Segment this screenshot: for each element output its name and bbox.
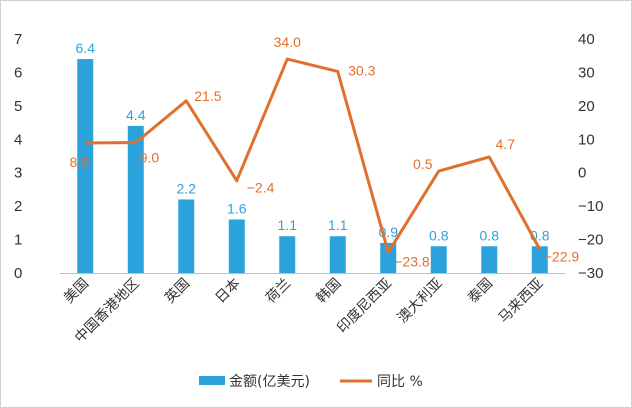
left-tick-label: 1 [14, 232, 22, 249]
right-tick-label: 20 [578, 98, 595, 115]
left-axis: 0 1 2 3 4 5 6 7 [14, 31, 22, 282]
category-label: 印度尼西亚 [334, 276, 395, 337]
bar-value-label: 1.1 [328, 217, 348, 233]
left-tick-label: 7 [14, 31, 22, 48]
line-series [85, 57, 542, 254]
legend-bar-label: 金额(亿美元) [229, 374, 310, 390]
bar-data-labels: 6.44.42.21.61.1 1.1 0.9 0.8 0.8 0.8 [76, 40, 550, 243]
bar [127, 125, 144, 274]
category-label: 马来西亚 [496, 276, 547, 327]
category-label: 英国 [161, 275, 193, 307]
legend-bar-swatch [199, 376, 225, 385]
bar [329, 236, 346, 273]
bar [380, 242, 397, 273]
line-value-label: 34.0 [274, 34, 301, 50]
right-tick-label: 30 [578, 64, 595, 81]
line-data-labels: 8.9 9.0 21.5 −2.4 34.0 30.3 −23.8 0.5 4.7 −22.9 [70, 34, 580, 269]
category-label: 泰国 [465, 276, 496, 307]
left-tick-label: 4 [14, 131, 22, 148]
line-value-label: 4.7 [496, 136, 516, 152]
right-tick-label: −30 [578, 265, 603, 282]
right-axis: 40 30 20 10 0 −10 −20 −30 [578, 31, 603, 282]
line-value-label: −22.9 [544, 248, 580, 264]
bar-value-label: 1.1 [278, 217, 298, 233]
bar-series [77, 59, 548, 274]
bar-value-label: 4.4 [126, 107, 146, 123]
bar-value-label: 2.2 [177, 180, 197, 196]
category-label: 日本 [212, 276, 243, 307]
bar [481, 246, 498, 273]
right-tick-label: 10 [578, 131, 595, 148]
bar [228, 219, 245, 273]
line-value-label: 21.5 [194, 88, 221, 104]
legend: 金额(亿美元) 同比 % [199, 374, 423, 390]
left-tick-label: 6 [14, 64, 22, 81]
line-path [85, 57, 542, 254]
right-tick-label: 40 [578, 31, 595, 48]
line-value-label: 8.9 [70, 154, 90, 170]
category-label: 韩国 [313, 276, 344, 307]
line-value-label: 9.0 [140, 150, 160, 166]
category-label: 澳大利亚 [395, 276, 446, 327]
category-label: 荷兰 [263, 276, 294, 307]
line-value-label: −23.8 [394, 253, 430, 269]
right-tick-label: 0 [578, 165, 586, 182]
line-value-label: 30.3 [348, 62, 375, 78]
left-tick-label: 2 [14, 198, 22, 215]
bar [531, 246, 548, 273]
right-tick-label: −10 [578, 198, 603, 215]
line-value-label: −2.4 [247, 180, 275, 196]
right-tick-label: −20 [578, 232, 603, 249]
left-tick-label: 3 [14, 165, 22, 182]
bar [279, 236, 296, 273]
bar [77, 59, 94, 273]
bar-value-label: 6.4 [76, 40, 96, 56]
line-value-label: 0.5 [413, 156, 433, 172]
legend-line-label: 同比 % [377, 374, 423, 390]
bar-value-label: 0.8 [480, 227, 500, 243]
left-tick-label: 0 [14, 265, 22, 282]
bar-value-label: 0.8 [429, 227, 449, 243]
bar [178, 199, 195, 273]
left-tick-label: 5 [14, 98, 22, 115]
bar [430, 246, 447, 273]
category-label: 美国 [61, 276, 92, 307]
bar-value-label: 1.6 [227, 201, 247, 217]
